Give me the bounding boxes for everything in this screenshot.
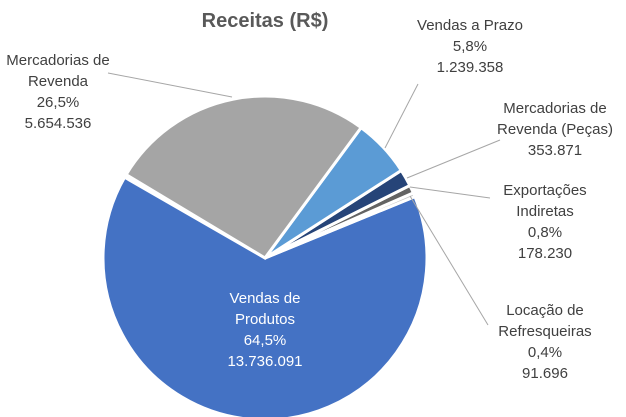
label-line: 91.696 xyxy=(522,365,568,382)
label-line: 5.654.536 xyxy=(24,115,92,132)
label-line: Exportações Indiretas xyxy=(503,182,587,220)
label-line: 13.736.091 xyxy=(227,353,303,370)
slice-label: Vendas a Prazo 5,8% 1.239.358 xyxy=(408,15,532,78)
label-line: 178.230 xyxy=(517,245,573,262)
leader-line xyxy=(384,83,419,149)
label-line: 26,5% xyxy=(36,94,80,111)
leader-line xyxy=(107,72,233,98)
leader-line xyxy=(409,195,489,326)
slice-label: Mercadorias de Revenda (Peças) 353.871 xyxy=(480,98,626,161)
label-line: 0,8% xyxy=(527,224,563,241)
label-line: 1.239.358 xyxy=(436,59,504,76)
label-line: Mercadorias de Revenda xyxy=(6,52,110,90)
label-line: 5,8% xyxy=(452,38,488,55)
chart-title: Receitas (R$) xyxy=(201,10,329,32)
label-line: 353.871 xyxy=(527,142,583,159)
leader-line xyxy=(406,139,501,179)
slice-label: Mercadorias de Revenda 26,5% 5.654.536 xyxy=(0,50,116,134)
label-line: 0,4% xyxy=(527,344,563,361)
slice-label: Vendas de Produtos 64,5% 13.736.091 xyxy=(205,288,325,372)
slice-label: Exportações Indiretas 0,8% 178.230 xyxy=(490,180,600,264)
label-line: Vendas a Prazo xyxy=(417,17,523,34)
pie-slice xyxy=(101,175,429,417)
leader-line xyxy=(409,186,491,199)
label-line: Locação de Refresqueiras xyxy=(498,302,592,340)
label-line: 64,5% xyxy=(243,332,287,349)
slice-label: Locação de Refresqueiras 0,4% 91.696 xyxy=(485,300,605,384)
label-line: Mercadorias de Revenda (Peças) xyxy=(497,100,613,138)
label-line: Vendas de Produtos xyxy=(229,290,301,328)
leader-lines xyxy=(107,72,501,326)
pie-slice xyxy=(124,94,364,260)
